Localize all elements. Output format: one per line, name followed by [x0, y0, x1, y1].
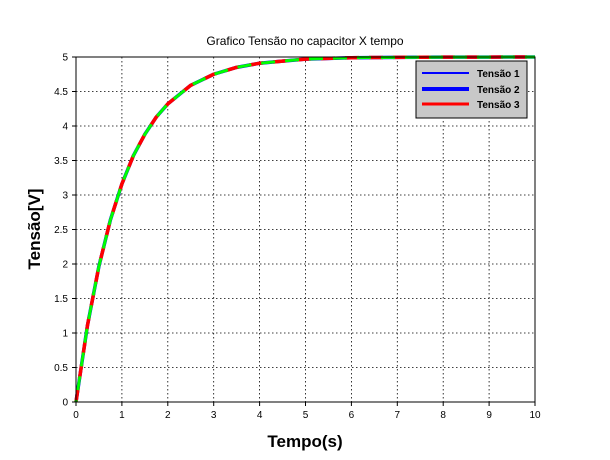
y-ticks: 0 0.5 1 1.5 2 2.5 3 3.5 4 4.5 5 — [54, 53, 76, 409]
x-tick-label: 1 — [119, 410, 125, 421]
y-tick-label: 3 — [62, 191, 68, 202]
x-axis-label: Tempo(s) — [267, 432, 342, 451]
y-tick-label: 2 — [62, 260, 68, 271]
y-tick-label: 1.5 — [54, 294, 68, 305]
y-tick-label: 4.5 — [54, 87, 68, 98]
x-ticks: 0 1 2 3 4 5 6 7 8 9 10 — [73, 402, 541, 421]
x-tick-label: 2 — [165, 410, 171, 421]
x-tick-label: 4 — [257, 410, 263, 421]
y-tick-label: 5 — [62, 53, 68, 64]
x-tick-label: 7 — [395, 410, 401, 421]
y-tick-label: 0.5 — [54, 363, 68, 374]
legend-label-3: Tensão 3 — [477, 100, 520, 111]
y-axis-label: Tensão[V] — [25, 189, 44, 270]
y-tick-label: 3.5 — [54, 156, 68, 167]
x-tick-label: 8 — [440, 410, 446, 421]
x-tick-label: 6 — [349, 410, 355, 421]
y-tick-label: 1 — [62, 329, 68, 340]
y-tick-label: 2.5 — [54, 225, 68, 236]
x-tick-label: 3 — [211, 410, 217, 421]
y-tick-label: 0 — [62, 398, 68, 409]
x-tick-label: 5 — [303, 410, 309, 421]
x-tick-label: 0 — [73, 410, 79, 421]
legend-label-1: Tensão 1 — [477, 69, 520, 80]
x-tick-label: 10 — [529, 410, 541, 421]
legend-label-2: Tensão 2 — [477, 85, 520, 96]
legend: Tensão 1 Tensão 2 Tensão 3 — [415, 60, 528, 119]
chart-title: Grafico Tensão no capacitor X tempo — [206, 34, 404, 48]
y-tick-label: 4 — [62, 122, 68, 133]
grid — [76, 57, 535, 402]
x-tick-label: 9 — [486, 410, 492, 421]
